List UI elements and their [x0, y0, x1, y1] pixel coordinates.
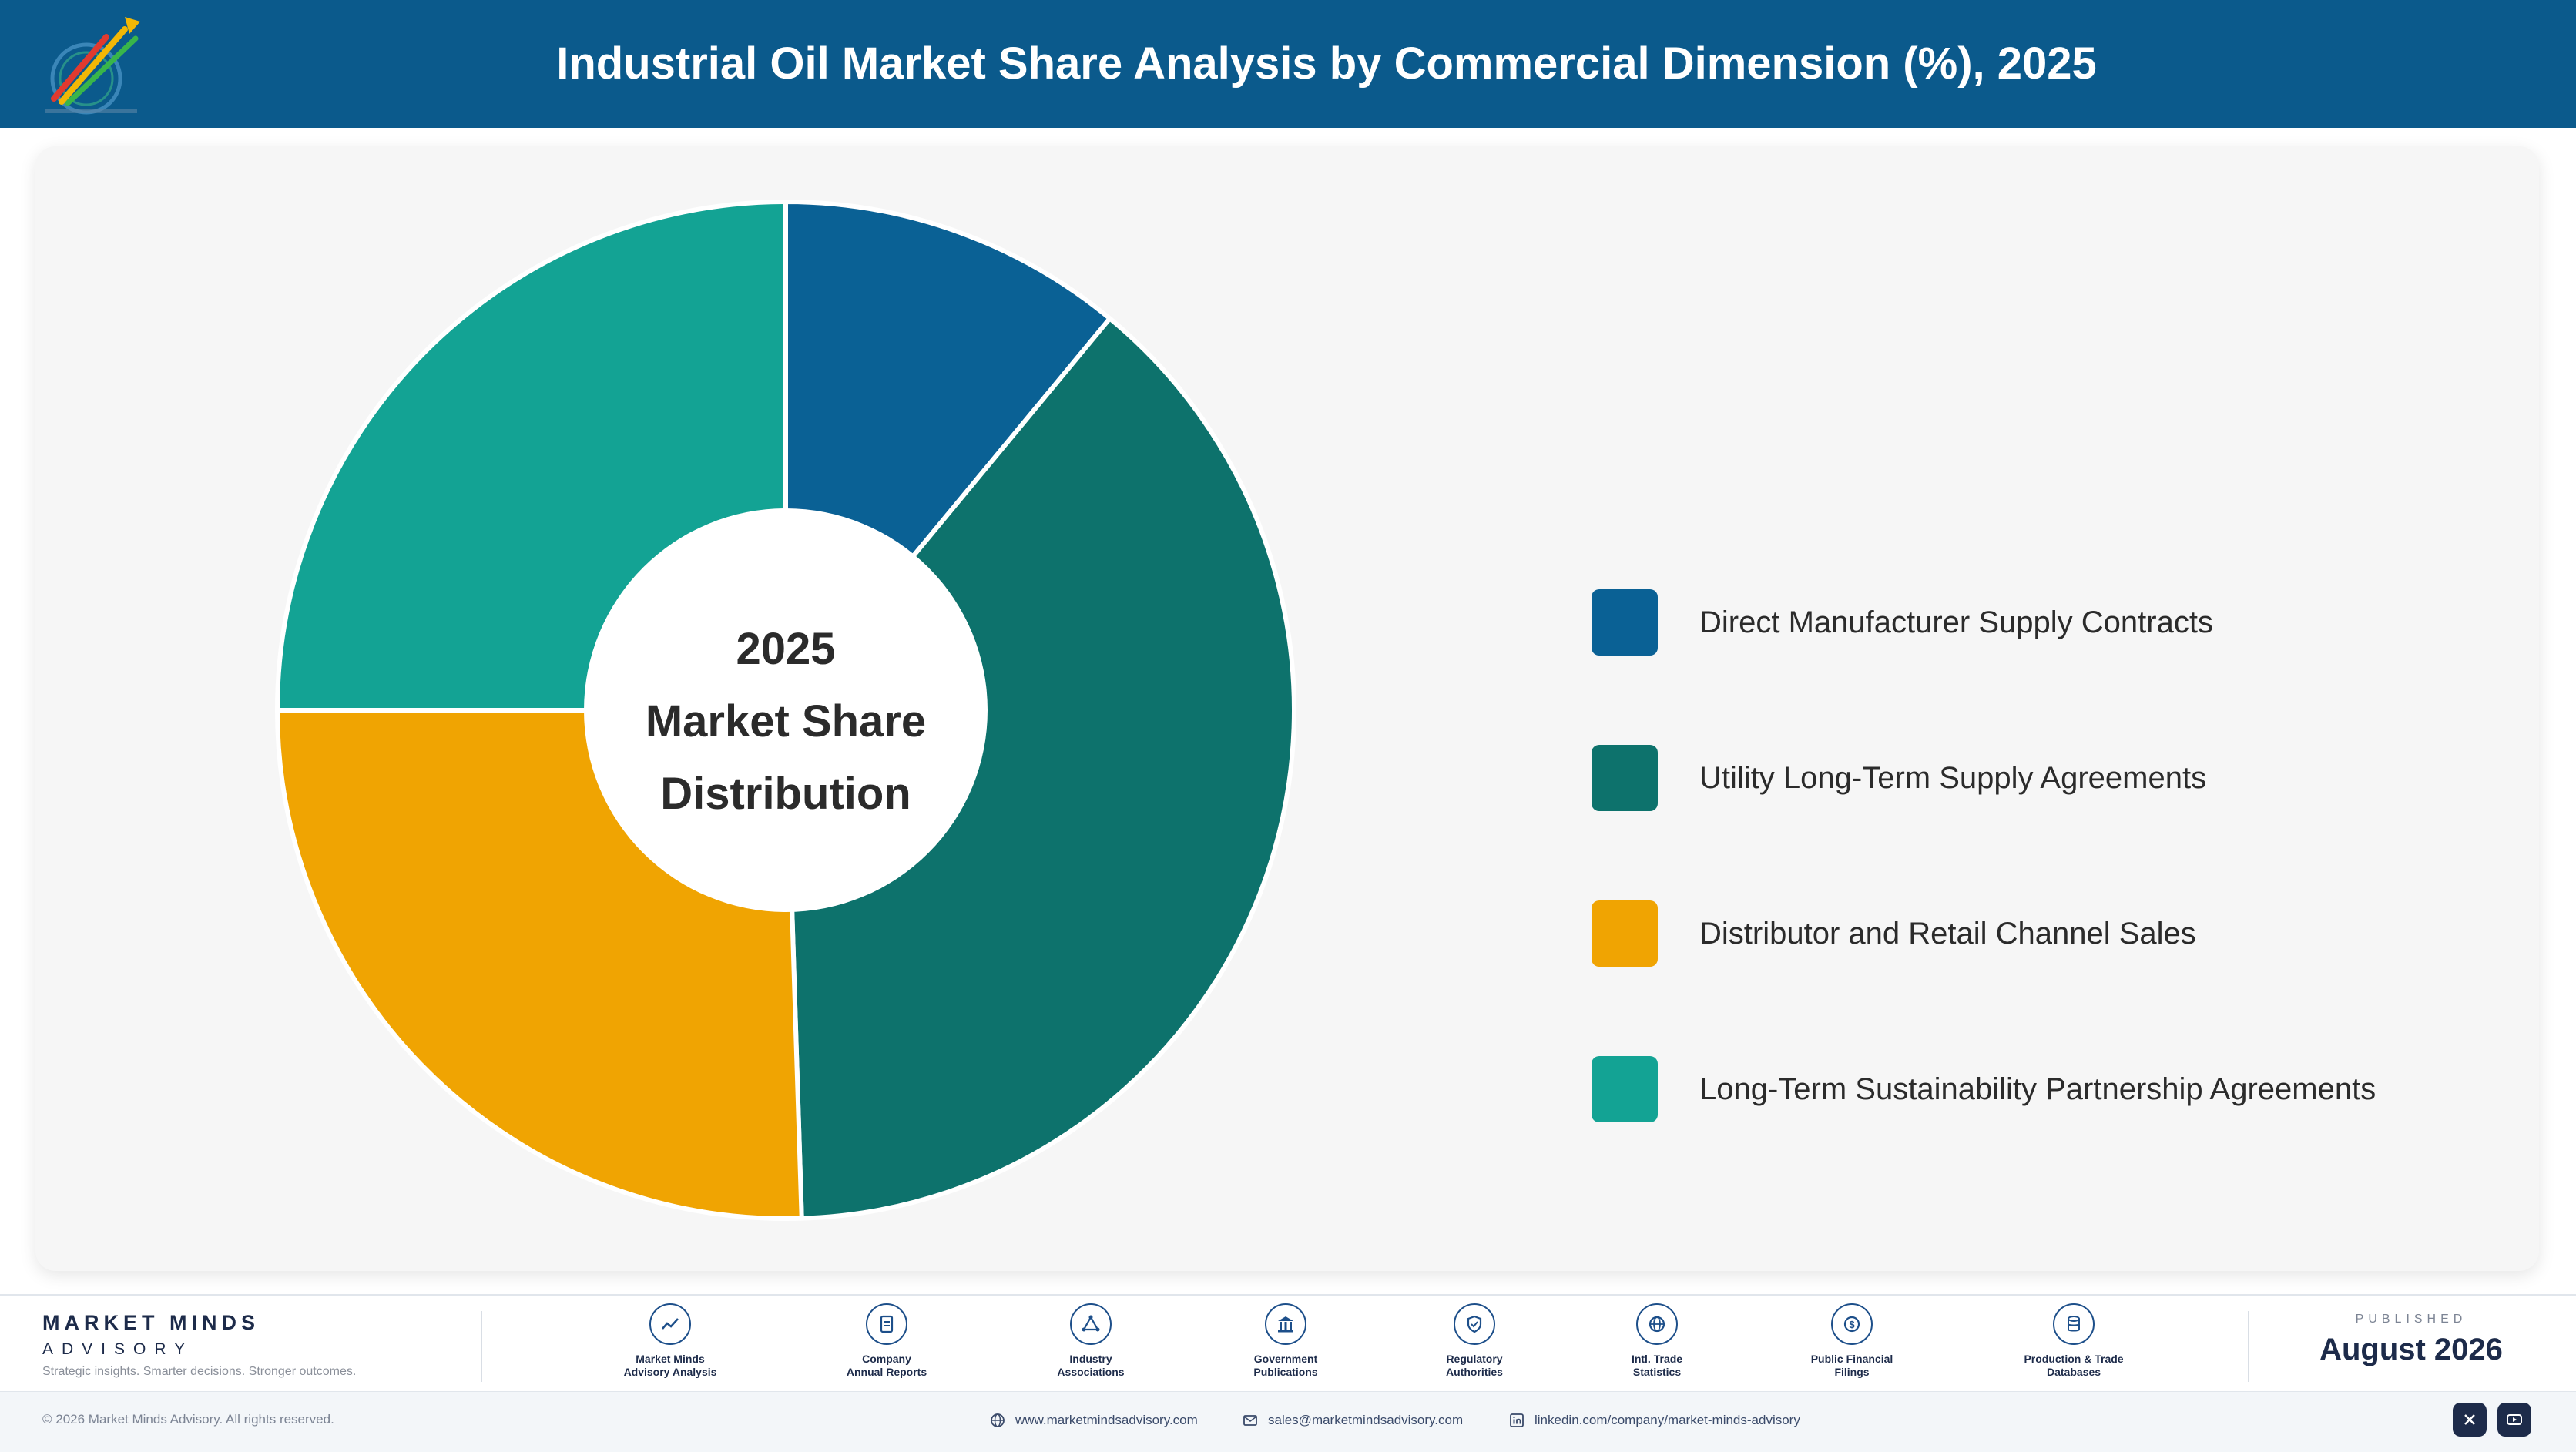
trend-chart-icon	[649, 1303, 691, 1345]
center-label-line-3: Distribution	[660, 769, 911, 819]
legend-item: Distributor and Retail Channel Sales	[1592, 900, 2516, 1056]
globe-icon	[989, 1412, 1006, 1429]
page-title: Industrial Oil Market Share Analysis by …	[556, 39, 2097, 89]
x-social-button[interactable]	[2453, 1403, 2487, 1437]
source-item[interactable]: $ Public Financial Filings	[1775, 1303, 1929, 1379]
brand-name: MARKET MINDS	[42, 1311, 260, 1334]
center-label-line-2: Market Share	[646, 696, 926, 746]
source-label: Company Annual Reports	[846, 1353, 927, 1378]
youtube-icon	[2507, 1414, 2522, 1425]
source-item[interactable]: Company Annual Reports	[810, 1303, 964, 1379]
copyright: © 2026 Market Minds Advisory. All rights…	[42, 1412, 334, 1427]
coin-icon: $	[1831, 1303, 1873, 1345]
chart-card: 2025 Market Share Distribution Direct Ma…	[35, 146, 2539, 1271]
donut-chart: 2025 Market Share Distribution	[274, 199, 1296, 1221]
website-text: www.marketmindsadvisory.com	[1015, 1413, 1198, 1427]
chart-legend: Direct Manufacturer Supply Contracts Uti…	[1592, 589, 2516, 1212]
legend-label: Direct Manufacturer Supply Contracts	[1699, 605, 2213, 639]
source-item[interactable]: Market Minds Advisory Analysis	[593, 1303, 747, 1379]
globe-icon	[1636, 1303, 1678, 1345]
donut-slice	[783, 315, 1296, 1221]
published-date: August 2026	[2319, 1333, 2503, 1366]
source-label: Industry Associations	[1057, 1353, 1125, 1378]
source-item[interactable]: Government Publications	[1209, 1303, 1363, 1379]
network-icon	[1070, 1303, 1112, 1345]
source-label: Production & Trade Databases	[2024, 1353, 2124, 1378]
legend-item: Utility Long-Term Supply Agreements	[1592, 745, 2516, 900]
footer: MARKET MINDS ADVISORY Strategic insights…	[0, 1294, 2576, 1452]
shield-icon	[1454, 1303, 1495, 1345]
youtube-social-button[interactable]	[2497, 1403, 2531, 1437]
svg-text:$: $	[1849, 1319, 1855, 1330]
email-link[interactable]: sales@marketmindsadvisory.com	[1242, 1410, 1463, 1430]
center-label-line-1: 2025	[736, 624, 835, 674]
document-icon	[866, 1303, 907, 1345]
legend-label: Distributor and Retail Channel Sales	[1699, 917, 2196, 951]
source-item[interactable]: Intl. Trade Statistics	[1580, 1303, 1734, 1379]
mail-icon	[1242, 1412, 1259, 1429]
x-icon	[2464, 1414, 2475, 1425]
brand-subtitle: ADVISORY	[42, 1340, 194, 1358]
source-label: Market Minds Advisory Analysis	[623, 1353, 717, 1378]
published-caption: PUBLISHED	[2355, 1313, 2467, 1326]
source-label: Regulatory Authorities	[1446, 1353, 1503, 1378]
legend-swatch	[1592, 589, 1658, 656]
government-building-icon	[1265, 1303, 1306, 1345]
legend-label: Utility Long-Term Supply Agreements	[1699, 761, 2207, 795]
linkedin-text: linkedin.com/company/market-minds-adviso…	[1535, 1413, 1800, 1427]
legend-swatch	[1592, 745, 1658, 811]
legend-item: Direct Manufacturer Supply Contracts	[1592, 589, 2516, 745]
source-item[interactable]: Industry Associations	[1014, 1303, 1168, 1379]
donut-hole	[584, 508, 988, 912]
company-logo	[45, 17, 140, 115]
source-item[interactable]: Regulatory Authorities	[1397, 1303, 1551, 1379]
footer-divider	[2248, 1311, 2249, 1382]
legend-item: Long-Term Sustainability Partnership Agr…	[1592, 1056, 2516, 1212]
database-icon	[2053, 1303, 2095, 1345]
header-bar: Industrial Oil Market Share Analysis by …	[0, 0, 2576, 128]
linkedin-icon	[1508, 1412, 1525, 1429]
source-label: Government Publications	[1253, 1353, 1318, 1378]
source-label: Public Financial Filings	[1810, 1353, 1893, 1378]
email-text: sales@marketmindsadvisory.com	[1268, 1413, 1464, 1427]
source-label: Intl. Trade Statistics	[1631, 1353, 1683, 1378]
legend-swatch	[1592, 1056, 1658, 1122]
website-link[interactable]: www.marketmindsadvisory.com	[989, 1410, 1198, 1430]
footer-divider	[481, 1311, 482, 1382]
legend-label: Long-Term Sustainability Partnership Agr…	[1699, 1072, 2376, 1106]
source-item[interactable]: Production & Trade Databases	[1997, 1303, 2151, 1379]
brand-tagline: Strategic insights. Smarter decisions. S…	[42, 1365, 357, 1378]
source-list: Market Minds Advisory Analysis Company Ann…	[570, 1303, 2126, 1396]
linkedin-link[interactable]: linkedin.com/company/market-minds-adviso…	[1508, 1410, 1800, 1430]
bottom-bar: © 2026 Market Minds Advisory. All rights…	[0, 1391, 2576, 1452]
legend-swatch	[1592, 900, 1658, 967]
